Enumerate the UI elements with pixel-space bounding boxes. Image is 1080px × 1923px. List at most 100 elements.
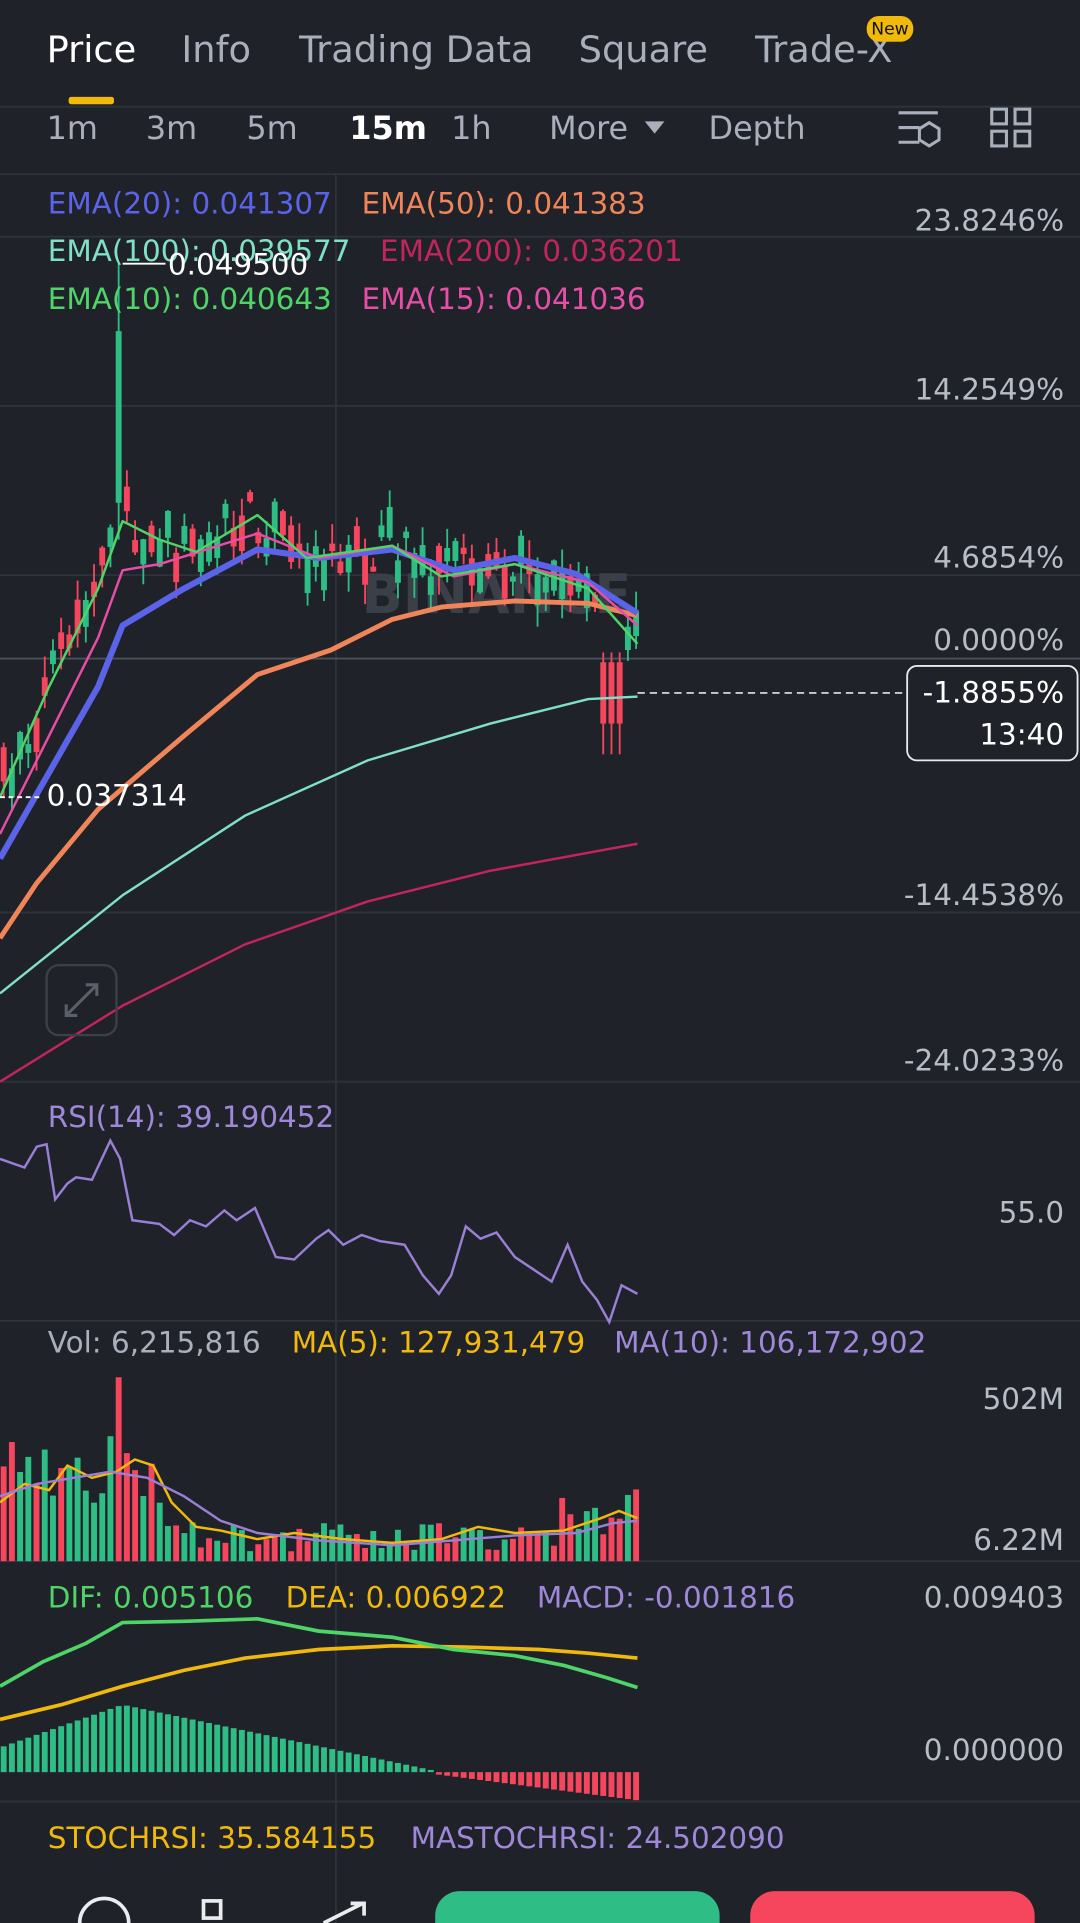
candle-body	[436, 545, 442, 574]
candle-body	[534, 574, 541, 606]
macd-bar	[197, 1721, 204, 1773]
countdown: 13:40	[979, 717, 1064, 751]
volume-bar	[173, 1525, 180, 1562]
macd-bar	[222, 1726, 229, 1773]
low-label: 0.037314	[47, 779, 187, 813]
macd-bar	[468, 1772, 475, 1779]
macd-bar	[526, 1772, 533, 1787]
macd-bar	[181, 1717, 188, 1773]
candle-body	[222, 503, 229, 519]
tab-underline	[68, 96, 115, 105]
macd-bar	[501, 1772, 508, 1784]
badge: New	[871, 19, 908, 39]
volume-bar	[403, 1544, 410, 1562]
macd-bar	[353, 1754, 360, 1773]
candle-body	[583, 573, 590, 609]
vol-axis-label: 6.22M	[973, 1523, 1064, 1557]
macd-bar	[58, 1726, 65, 1773]
macd-bar	[460, 1772, 467, 1778]
interval[interactable]: 15m	[349, 109, 427, 147]
tab-square[interactable]: Square	[579, 28, 708, 71]
volume-bar	[509, 1538, 516, 1562]
volume-bar	[238, 1530, 245, 1562]
interval[interactable]: 5m	[246, 109, 297, 147]
expand-button[interactable]	[45, 963, 118, 1037]
candle-body	[559, 568, 566, 600]
candle-body	[148, 525, 155, 553]
macd-bar	[329, 1749, 336, 1773]
volume-bar	[616, 1518, 623, 1562]
ema-lines	[0, 513, 640, 1083]
macd-bar	[386, 1761, 393, 1773]
volume-bar	[165, 1526, 171, 1562]
candle-body	[41, 677, 48, 696]
nav-icon[interactable]	[322, 1901, 366, 1923]
more-arrow	[644, 121, 665, 134]
volume-bar	[263, 1539, 270, 1562]
volume-bar	[189, 1522, 196, 1562]
candle-body	[452, 541, 459, 561]
tab-info[interactable]: Info	[181, 28, 251, 71]
macd-axis-label: 0.009403	[924, 1581, 1064, 1615]
macd-bar	[600, 1772, 607, 1796]
volume-bar	[378, 1547, 385, 1562]
candle-body	[296, 543, 303, 552]
volume-bar	[214, 1540, 221, 1562]
volume-bar	[583, 1511, 590, 1562]
volume-bar	[542, 1532, 549, 1562]
nav-icon[interactable]	[201, 1899, 223, 1920]
candle-body	[123, 486, 130, 512]
candle-body	[616, 662, 623, 724]
macd-bar	[230, 1728, 237, 1773]
depth[interactable]: Depth	[709, 109, 806, 147]
macd-bar	[17, 1740, 24, 1773]
volume-bar	[493, 1549, 500, 1562]
macd-bar	[394, 1762, 401, 1773]
volume-bar	[518, 1527, 525, 1562]
current-price-box	[906, 665, 1079, 762]
macd-bar	[271, 1736, 278, 1773]
layout-icon[interactable]	[990, 107, 1032, 148]
interval[interactable]: 1m	[47, 109, 98, 147]
volume-bar	[222, 1542, 229, 1562]
macd-bar	[0, 1746, 7, 1773]
candle-body	[337, 561, 344, 573]
macd-bar	[575, 1772, 582, 1793]
macd-bar	[567, 1772, 574, 1792]
volume-bar	[321, 1523, 327, 1562]
interval[interactable]: 1h	[451, 109, 491, 147]
candle-body	[304, 557, 311, 594]
candle-body	[460, 547, 467, 555]
ema-label: EMA(10): 0.040643	[48, 282, 332, 316]
candle-body	[247, 492, 254, 502]
volume-bar	[197, 1547, 204, 1562]
candle-body	[0, 747, 7, 782]
volume-bar	[592, 1507, 598, 1562]
interval[interactable]: 3m	[146, 109, 197, 147]
macd-bar	[509, 1772, 516, 1785]
macd-bar	[50, 1729, 56, 1773]
macd-bar	[107, 1708, 114, 1773]
ema-label: EMA(20): 0.041307	[48, 186, 332, 220]
buy-button[interactable]	[435, 1891, 720, 1923]
volume-bar	[41, 1449, 48, 1562]
candle-body	[608, 662, 615, 724]
macd-bar	[288, 1740, 295, 1773]
candle-body	[33, 718, 40, 753]
macd-bar	[41, 1731, 48, 1773]
volume-bar	[25, 1456, 32, 1562]
volume-bar	[82, 1490, 89, 1562]
candle-body	[362, 553, 369, 585]
tab-trading-data[interactable]: Trading Data	[298, 28, 533, 71]
macd-bar	[148, 1710, 155, 1773]
more[interactable]: More	[549, 109, 628, 147]
nav-icon[interactable]	[77, 1896, 131, 1923]
macd-bar	[99, 1711, 106, 1773]
tab-price[interactable]: Price	[47, 28, 137, 71]
vol-ma5-line	[0, 1458, 638, 1545]
macd-bar	[534, 1772, 541, 1788]
settings-icon[interactable]	[898, 111, 941, 148]
candle-body	[140, 539, 147, 565]
sell-button[interactable]	[750, 1891, 1035, 1923]
